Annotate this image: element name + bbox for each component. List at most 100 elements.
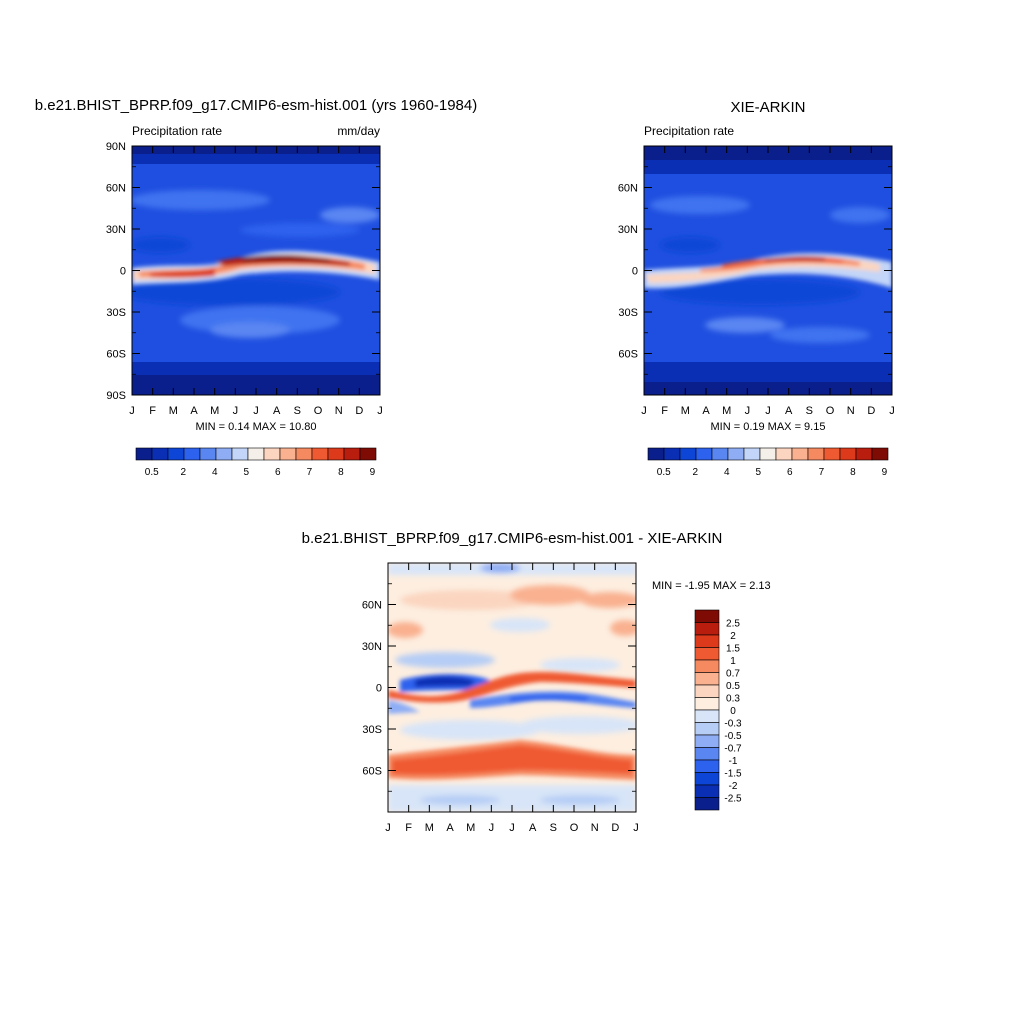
x-tick-label: M: [681, 405, 690, 417]
colorbar-swatch: [279, 447, 297, 461]
colorbar-label: -1: [729, 756, 738, 767]
x-tick-label: S: [806, 405, 813, 417]
y-tick-label: 60S: [362, 766, 382, 778]
x-tick-label: N: [335, 405, 343, 417]
colorbar-label: -2: [729, 781, 738, 792]
x-tick-label: J: [489, 822, 495, 834]
x-tick-label: M: [722, 405, 731, 417]
x-tick-label: N: [847, 405, 855, 417]
model-y-ticks: 90N 60N 30N 0 30S 60S 90S: [106, 141, 380, 402]
colorbar-label: 0: [730, 706, 736, 717]
colorbar-swatch: [743, 447, 761, 461]
x-tick-label: A: [785, 405, 793, 417]
y-tick-label: 30S: [618, 307, 638, 319]
colorbar-label: 7: [307, 467, 313, 478]
y-tick-label: 90N: [106, 141, 126, 153]
colorbar-label: 0.5: [145, 467, 159, 478]
colorbar-label: 0.7: [726, 669, 740, 680]
colorbar-swatch: [135, 447, 153, 461]
colorbar-swatch: [694, 747, 720, 761]
colorbar-label: 6: [275, 467, 281, 478]
model-heatmap: [132, 146, 380, 395]
x-tick-label: J: [641, 405, 647, 417]
obs-panel: XIE-ARKIN Precipitation rate: [618, 99, 895, 478]
colorbar-label: 7: [819, 467, 825, 478]
colorbar-swatch: [823, 447, 841, 461]
obs-y-ticks: 60N 30N 0 30S 60S: [618, 145, 892, 396]
colorbar-swatch: [231, 447, 249, 461]
diff-title: b.e21.BHIST_BPRP.f09_g17.CMIP6-esm-hist.…: [302, 530, 723, 547]
colorbar-swatch: [694, 709, 720, 723]
colorbar-label: -2.5: [724, 794, 742, 805]
colorbar-swatch: [167, 447, 185, 461]
colorbar-swatch: [839, 447, 857, 461]
x-tick-label: A: [273, 405, 281, 417]
obs-heatmap: [644, 146, 892, 395]
colorbar-swatch: [694, 772, 720, 786]
colorbar-swatch: [775, 447, 793, 461]
colorbar-swatch: [694, 759, 720, 773]
y-tick-label: 30N: [106, 224, 126, 236]
x-tick-label: D: [355, 405, 363, 417]
colorbar-swatch: [679, 447, 697, 461]
colorbar-swatch: [855, 447, 873, 461]
y-tick-label: 30S: [106, 307, 126, 319]
colorbar-swatch: [647, 447, 665, 461]
colorbar-label: 2.5: [726, 619, 740, 630]
x-tick-label: J: [509, 822, 515, 834]
x-tick-label: J: [765, 405, 771, 417]
colorbar-label: -0.7: [724, 744, 742, 755]
colorbar-swatch: [694, 722, 720, 736]
x-tick-label: M: [425, 822, 434, 834]
y-tick-label: 60N: [362, 600, 382, 612]
x-tick-label: J: [233, 405, 239, 417]
colorbar-label: 0.3: [726, 694, 740, 705]
colorbar-label: 1.5: [726, 644, 740, 655]
colorbar-swatch: [694, 659, 720, 673]
x-tick-label: F: [661, 405, 668, 417]
obs-subtitle-left: Precipitation rate: [644, 124, 734, 138]
colorbar-swatch: [199, 447, 217, 461]
diff-y-ticks: 60N 30N 0 30S 60S: [362, 562, 636, 813]
colorbar-label: 8: [338, 467, 344, 478]
x-tick-label: O: [570, 822, 579, 834]
x-tick-label: A: [446, 822, 454, 834]
colorbar-label: 2: [180, 467, 186, 478]
y-tick-label: 60N: [618, 183, 638, 195]
model-colorbar: 0.5 2 4 5 6 7 8 9: [135, 447, 377, 478]
model-panel: b.e21.BHIST_BPRP.f09_g17.CMIP6-esm-hist.…: [35, 97, 477, 478]
x-tick-label: J: [129, 405, 135, 417]
colorbar-swatch: [694, 797, 720, 811]
colorbar-label: -1.5: [724, 769, 742, 780]
colorbar-swatch: [295, 447, 313, 461]
diff-panel: b.e21.BHIST_BPRP.f09_g17.CMIP6-esm-hist.…: [302, 530, 771, 834]
colorbar-label: 0.5: [726, 681, 740, 692]
colorbar-label: 4: [212, 467, 218, 478]
x-tick-label: A: [529, 822, 537, 834]
colorbar-swatch: [871, 447, 889, 461]
x-tick-label: J: [253, 405, 259, 417]
colorbar-swatch: [807, 447, 825, 461]
colorbar-swatch: [727, 447, 745, 461]
x-tick-label: O: [314, 405, 323, 417]
colorbar-label: 6: [787, 467, 793, 478]
colorbar-swatch: [247, 447, 265, 461]
y-tick-label: 60N: [106, 183, 126, 195]
colorbar-swatch: [183, 447, 201, 461]
colorbar-swatch: [359, 447, 377, 461]
obs-colorbar: 0.5 2 4 5 6 7 8 9: [647, 447, 889, 478]
colorbar-label: 2: [692, 467, 698, 478]
colorbar-swatch: [791, 447, 809, 461]
colorbar-label: 0.5: [657, 467, 671, 478]
colorbar-swatch: [311, 447, 329, 461]
colorbar-swatch: [151, 447, 169, 461]
x-tick-label: J: [745, 405, 751, 417]
y-tick-label: 0: [376, 683, 382, 695]
x-tick-label: J: [889, 405, 895, 417]
x-tick-label: D: [611, 822, 619, 834]
model-stats: MIN = 0.14 MAX = 10.80: [195, 421, 316, 433]
colorbar-swatch: [694, 784, 720, 798]
colorbar-swatch: [343, 447, 361, 461]
model-title: b.e21.BHIST_BPRP.f09_g17.CMIP6-esm-hist.…: [35, 97, 477, 114]
